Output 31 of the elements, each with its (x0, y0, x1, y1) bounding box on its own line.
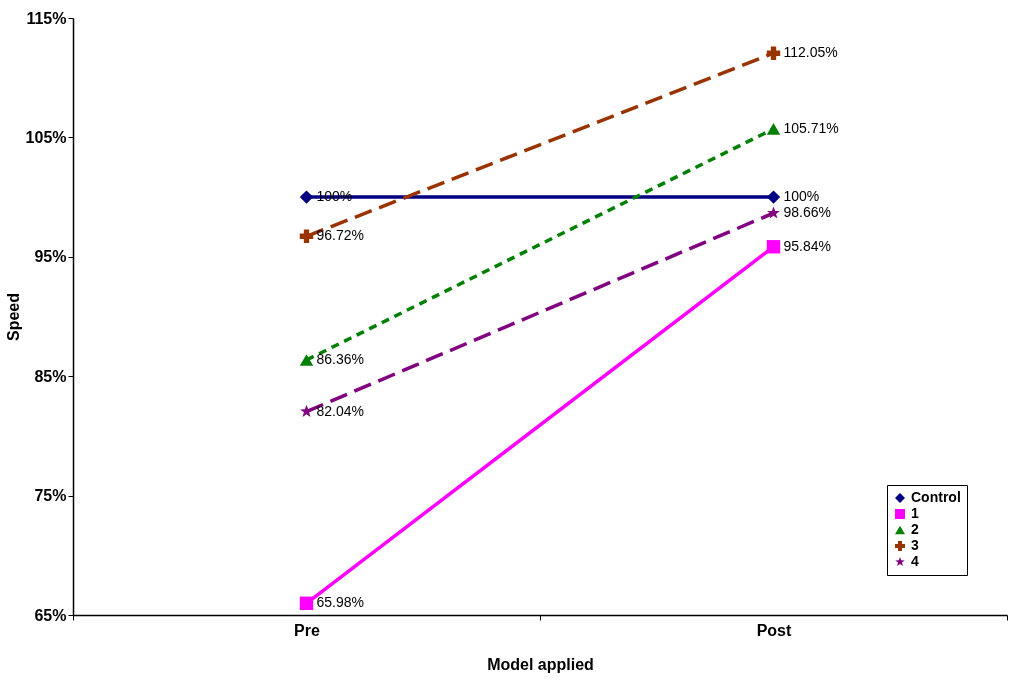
point (299, 596, 314, 611)
x-tick-label: Post (756, 621, 793, 639)
y-tick-label: 115% (26, 9, 67, 27)
data-label: 95.84% (783, 237, 831, 254)
legend-label: Control (911, 489, 961, 505)
x-axis-title: Model applied (487, 655, 594, 673)
y-tick-label: 75% (34, 487, 67, 505)
point (766, 190, 781, 204)
point (766, 240, 781, 254)
data-label: 100% (783, 188, 820, 205)
point (767, 206, 780, 219)
y-axis-title: Speed (4, 292, 22, 342)
legend-label: 3 (911, 537, 919, 553)
point (766, 46, 781, 60)
point (299, 229, 314, 243)
data-label: 86.36% (316, 350, 364, 367)
data-label: 96.72% (316, 227, 364, 244)
x-tick-label: Pre (294, 621, 320, 639)
legend-label: 2 (911, 521, 919, 537)
data-label: 98.66% (783, 204, 831, 221)
data-label: 65.98% (316, 594, 364, 611)
point (299, 190, 314, 204)
data-label: 82.04% (316, 402, 364, 419)
y-tick-label: 65% (34, 606, 67, 624)
data-label: 112.05% (783, 44, 838, 61)
data-label: 105.71% (783, 119, 839, 136)
y-tick-label: 95% (34, 248, 67, 266)
y-tick-label: 105% (25, 128, 67, 146)
legend-label: 1 (911, 505, 919, 521)
y-tick-label: 85% (34, 367, 67, 385)
legend-label: 4 (911, 553, 919, 569)
